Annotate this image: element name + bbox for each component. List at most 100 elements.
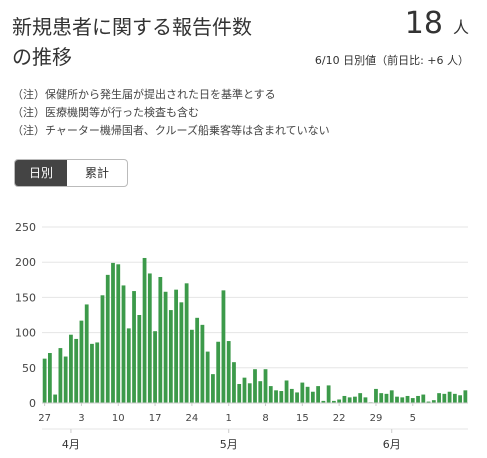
bar [147,273,152,403]
bar [405,395,410,403]
y-tick-label: 100 [15,327,36,340]
bar [179,302,184,403]
count-subtitle: 6/10 日別値（前日比: +6 人） [314,54,469,67]
bar [274,390,278,403]
bar [316,386,321,403]
bar [95,342,100,403]
month-label: 4月 [62,438,80,451]
bar [242,377,247,403]
bar [374,388,378,403]
x-tick-label: 27 [38,413,51,424]
x-tick-label: 5 [410,413,416,424]
bar [289,388,294,403]
daily-cases-chart: 0 50 100 150 200 250 27 3 10 17 24 1 8 15 22 29 5 4月 5月 6月 [15,221,468,451]
bar [205,351,210,403]
bar [47,353,52,403]
x-tick-label: 3 [78,413,84,424]
bar [189,329,194,403]
y-tick-label: 200 [15,256,36,269]
y-tick-label: 250 [15,221,36,234]
bar [410,398,415,403]
bar [100,295,105,403]
bar [90,343,94,403]
bar [184,283,189,403]
month-label: 5月 [220,438,238,451]
bar [331,400,336,403]
bar [126,328,131,403]
bar [163,291,168,403]
bar [258,381,263,403]
bar [58,348,63,403]
bar [211,374,215,403]
bar [310,391,315,403]
bar [42,358,47,403]
bar [195,317,200,403]
note-2: （注）医療機関等が行った検査も含む [12,106,199,119]
bar [142,257,147,403]
bar [416,395,420,403]
page-title: 新規患者に関する報告件数の推移 [12,15,252,69]
x-tick-label: 22 [333,413,346,424]
x-tick-label: 1 [226,413,232,424]
bar [237,383,242,403]
daily-button[interactable]: 日別 [15,160,67,186]
y-tick-label: 50 [22,362,36,375]
bar [442,393,447,403]
y-tick-label: 150 [15,291,36,304]
bar [226,341,231,403]
bar [168,310,173,403]
notes: （注）保健所から発生届が提出された日を基準とする （注）医療機関等が行った検査も… [12,86,330,140]
bar [221,290,226,403]
bar [358,393,363,403]
bar [111,262,115,403]
note-3: （注）チャーター機帰国者、クルーズ船乗客等は含まれていない [12,124,330,137]
bar [174,289,179,403]
view-toggle: 日別 累計 [14,159,128,187]
bar [268,386,273,403]
bar [74,338,79,403]
bar [300,382,305,403]
bar [232,362,236,403]
bar [326,385,331,403]
bar [263,369,268,403]
bar [84,304,89,403]
bar [363,397,368,403]
x-tick-label: 8 [262,413,268,424]
bar [295,392,299,403]
bar [53,394,58,403]
bar [321,400,326,403]
x-tick-label: 10 [112,413,125,424]
x-tick-label: 24 [186,413,199,424]
bar [395,396,399,403]
bar [79,320,84,403]
bar [253,369,257,403]
bar [458,395,463,403]
bar [400,397,405,403]
bar [69,334,73,403]
bar [347,397,352,403]
bar [158,276,163,403]
bar [216,341,221,403]
x-tick-label: 29 [370,413,383,424]
bar [305,386,310,403]
bar [452,393,457,403]
bar [431,400,436,403]
bar [337,399,342,403]
bar [105,274,110,403]
bar [379,393,384,403]
bar [121,285,126,403]
month-label: 6月 [383,438,401,451]
bar [63,356,68,403]
bar [279,391,284,403]
bar [153,331,157,403]
bar [463,390,468,403]
x-tick-label: 17 [149,413,162,424]
bar [284,380,289,403]
bar [384,393,389,403]
cumulative-button[interactable]: 累計 [84,166,109,180]
bar [447,391,452,403]
bar [137,315,142,403]
bar [200,324,205,403]
bar [132,291,136,403]
count-value: 18 [404,6,443,41]
